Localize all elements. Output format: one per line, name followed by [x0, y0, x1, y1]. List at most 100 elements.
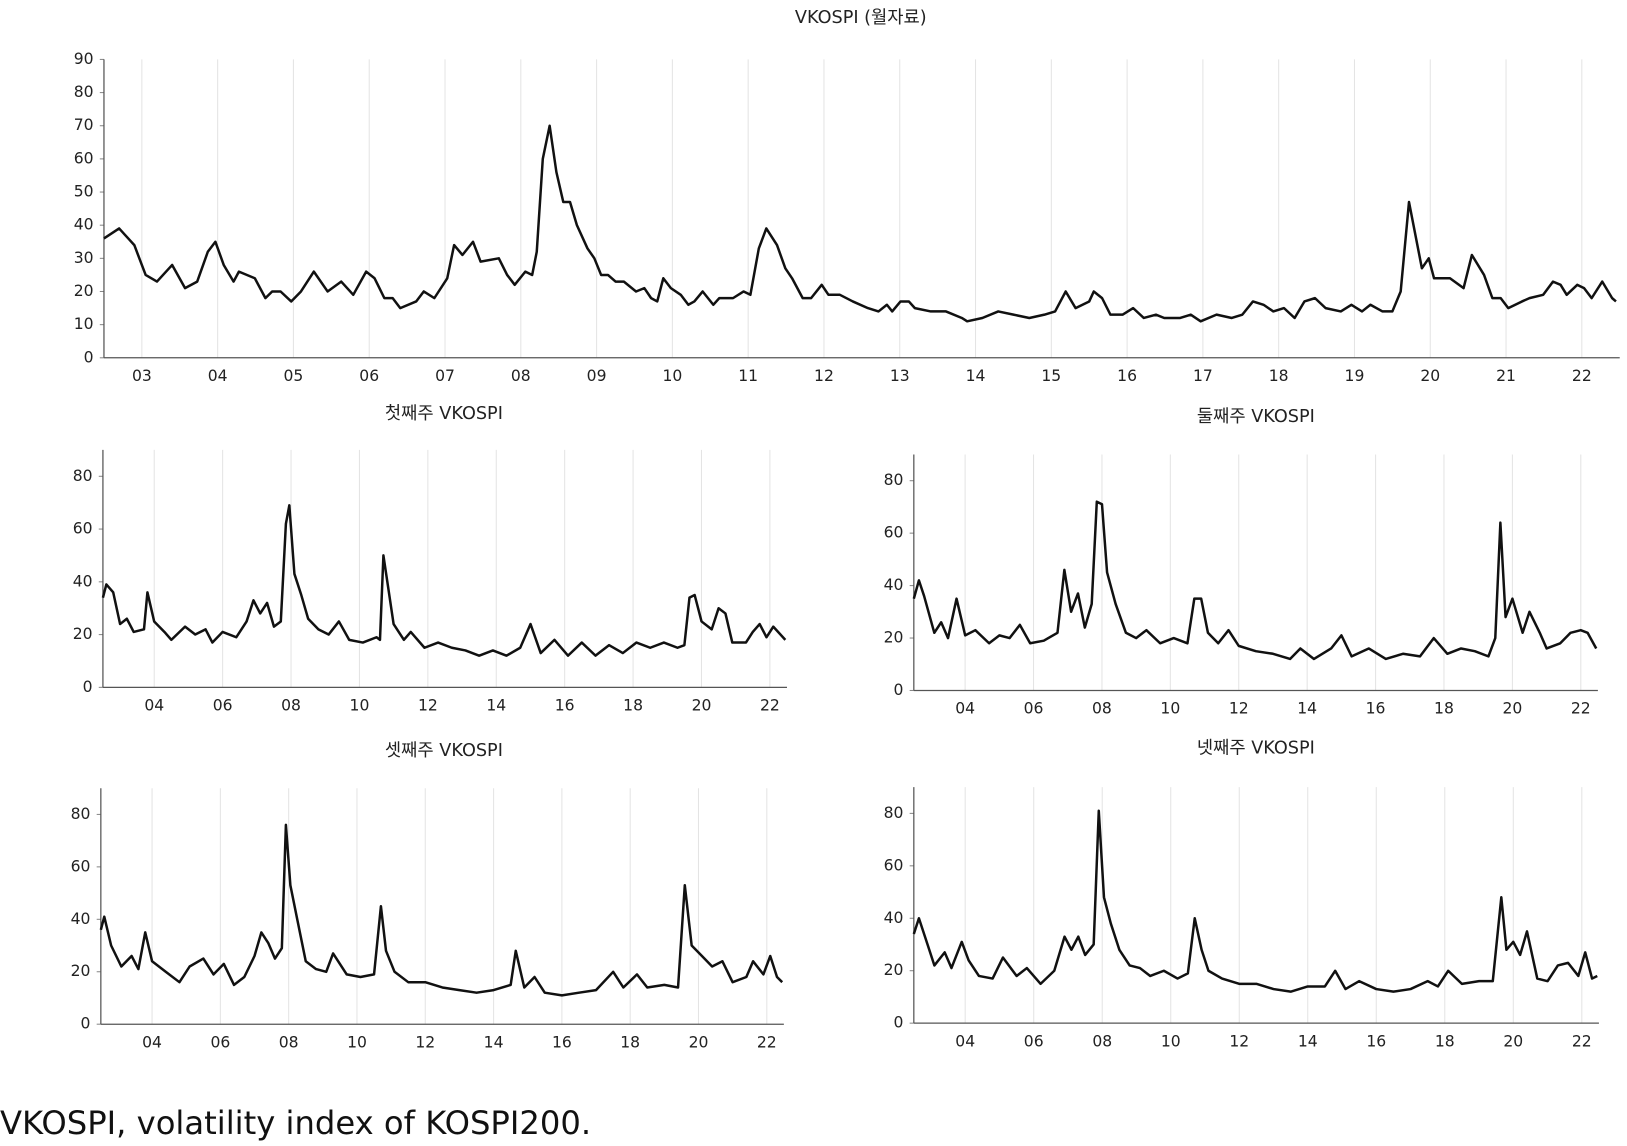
x-tick-label: 14: [484, 1033, 504, 1051]
x-tick-label: 14: [486, 697, 506, 715]
x-tick-label: 20: [692, 697, 712, 715]
line-series: [912, 500, 1598, 661]
x-tick-label: 14: [1297, 700, 1317, 718]
x-tick-label: 08: [511, 367, 531, 385]
y-tick-label: 0: [81, 1015, 91, 1033]
y-tick-label: 0: [83, 678, 93, 696]
chart-title: 첫째주 VKOSPI: [385, 403, 503, 424]
x-tick-label: 12: [1229, 1032, 1249, 1050]
y-tick-label: 0: [894, 1014, 904, 1032]
x-tick-label: 18: [1434, 700, 1454, 718]
x-tick-label: 21: [1496, 367, 1516, 385]
x-tick-label: 11: [738, 367, 758, 385]
y-tick-label: 20: [71, 962, 91, 980]
chart-panel: 셋째주 VKOSPI 04 06 08 10 12 14 16 18 20 22 0 20 40 60 80: [71, 740, 784, 1051]
x-tick-label: 20: [1420, 367, 1440, 385]
x-tick-label: 16: [1366, 1032, 1386, 1050]
y-tick-label: 60: [71, 857, 91, 875]
x-tick-label: 20: [1503, 1032, 1523, 1050]
x-tick-label: 20: [1502, 700, 1522, 718]
y-tick-label: 20: [74, 282, 94, 300]
chart-title: 넷째주 VKOSPI: [1197, 738, 1315, 759]
y-tick-label: 90: [74, 50, 94, 68]
x-tick-label: 22: [1572, 367, 1592, 385]
x-tick-label: 07: [435, 367, 455, 385]
y-tick-label: 20: [884, 961, 904, 979]
y-tick-label: 40: [71, 910, 91, 928]
x-tick-label: 06: [1024, 1032, 1044, 1050]
line-series: [99, 823, 784, 997]
x-tick-label: 08: [1092, 1032, 1112, 1050]
line-series: [101, 504, 787, 657]
x-tick-label: 10: [1160, 700, 1180, 718]
y-tick-label: 40: [884, 576, 904, 594]
y-tick-label: 10: [74, 315, 94, 333]
x-tick-label: 12: [814, 367, 834, 385]
x-tick-label: 14: [966, 367, 986, 385]
x-tick-label: 05: [284, 367, 304, 385]
x-tick-label: 14: [1298, 1032, 1318, 1050]
x-tick-label: 18: [623, 697, 643, 715]
y-tick-label: 80: [884, 471, 904, 489]
y-tick-label: 30: [74, 249, 94, 267]
y-tick-label: 60: [73, 520, 93, 538]
y-tick-label: 20: [884, 629, 904, 647]
x-tick-label: 06: [359, 367, 379, 385]
chart-panel: 넷째주 VKOSPI 04 06 08 10 12 14 16 18 20 22 0 20 40 60 80: [884, 738, 1599, 1050]
caption: VKOSPI, volatility index of KOSPI200.: [0, 1104, 591, 1142]
x-tick-label: 22: [1572, 1032, 1592, 1050]
x-tick-label: 03: [132, 367, 152, 385]
x-tick-label: 04: [142, 1033, 162, 1051]
x-tick-label: 08: [281, 697, 301, 715]
x-tick-label: 22: [1571, 700, 1591, 718]
chart-panel: 첫째주 VKOSPI 04 06 08 10 12 14 16 18 20 22 0 20 40 60 80: [73, 403, 787, 715]
chart-title: 셋째주 VKOSPI: [385, 740, 503, 761]
y-tick-label: 50: [74, 183, 94, 201]
x-tick-label: 10: [347, 1033, 367, 1051]
y-tick-label: 40: [73, 572, 93, 590]
x-tick-label: 17: [1193, 367, 1213, 385]
chart-panel: 둘째주 VKOSPI 04 06 08 10 12 14 16 18 20 22 0 20 40 60 80: [884, 406, 1598, 718]
x-tick-label: 08: [279, 1033, 299, 1051]
y-tick-label: 80: [884, 804, 904, 822]
y-tick-label: 80: [74, 83, 94, 101]
chart-title: 둘째주 VKOSPI: [1197, 406, 1315, 427]
y-tick-label: 60: [74, 149, 94, 167]
x-tick-label: 15: [1041, 367, 1061, 385]
x-tick-label: 19: [1345, 367, 1365, 385]
x-tick-label: 06: [1024, 700, 1044, 718]
y-tick-label: 60: [884, 856, 904, 874]
x-tick-label: 18: [1435, 1032, 1455, 1050]
x-tick-label: 12: [415, 1033, 435, 1051]
x-tick-label: 20: [689, 1033, 709, 1051]
x-tick-label: 16: [552, 1033, 572, 1051]
x-tick-label: 16: [1117, 367, 1137, 385]
x-tick-label: 18: [1269, 367, 1289, 385]
chart-title: VKOSPI (월자료): [795, 7, 927, 28]
line-series: [103, 124, 1617, 323]
y-tick-label: 40: [884, 909, 904, 927]
x-tick-label: 22: [757, 1033, 777, 1051]
y-tick-label: 80: [71, 805, 91, 823]
x-tick-label: 10: [662, 367, 682, 385]
x-tick-label: 04: [955, 700, 975, 718]
x-tick-label: 04: [208, 367, 228, 385]
chart-panel: VKOSPI (월자료) 03 04 05 06 07 08 09 10 11 12 13 14 15 16…: [74, 7, 1620, 385]
x-tick-label: 08: [1092, 700, 1112, 718]
x-tick-label: 18: [620, 1033, 640, 1051]
y-tick-label: 0: [894, 681, 904, 699]
x-tick-label: 06: [213, 697, 233, 715]
line-series: [912, 809, 1598, 993]
y-tick-label: 0: [84, 348, 94, 366]
x-tick-label: 10: [350, 697, 370, 715]
y-tick-label: 70: [74, 116, 94, 134]
x-tick-label: 16: [1366, 700, 1386, 718]
x-tick-label: 16: [555, 697, 575, 715]
y-tick-label: 20: [73, 625, 93, 643]
x-tick-label: 10: [1161, 1032, 1181, 1050]
y-tick-label: 80: [73, 467, 93, 485]
x-tick-label: 04: [144, 697, 164, 715]
x-tick-label: 04: [955, 1032, 975, 1050]
x-tick-label: 06: [210, 1033, 230, 1051]
